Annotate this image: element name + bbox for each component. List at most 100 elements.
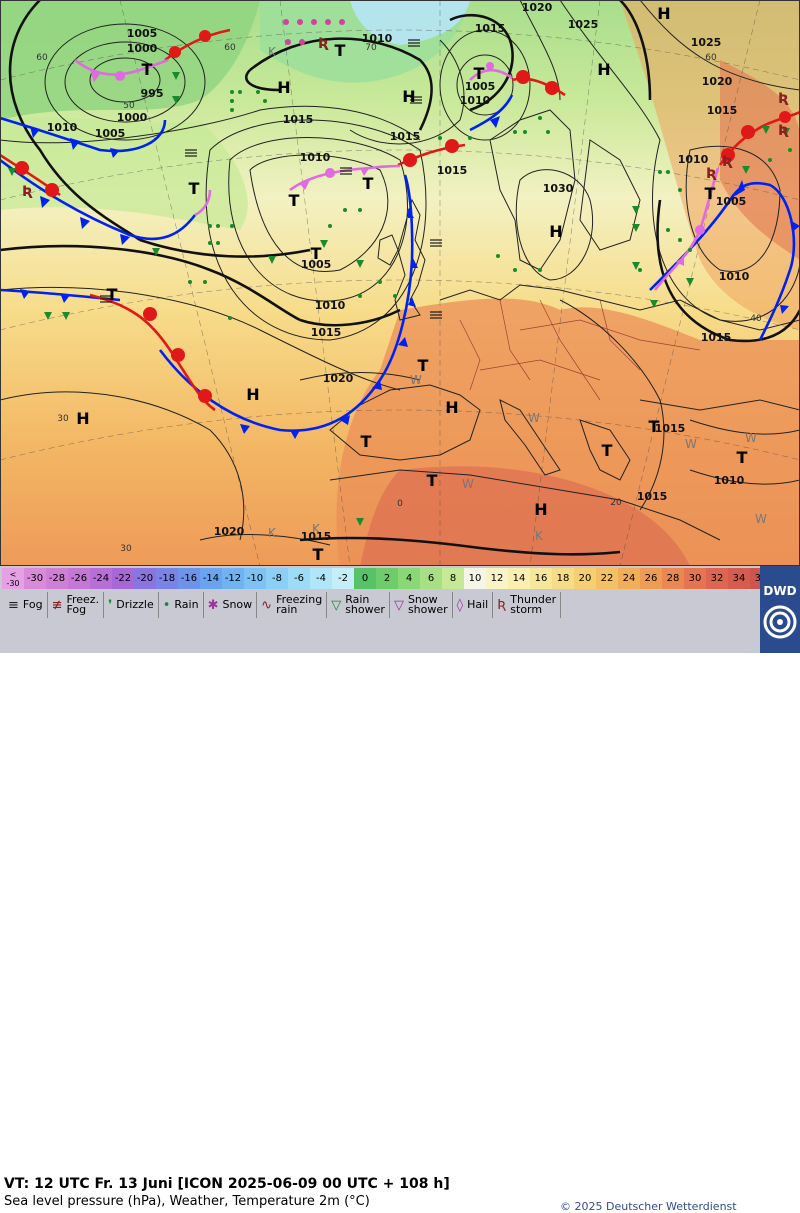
pressure-label: 1005 — [301, 258, 332, 271]
dwd-logo-text: DWD — [763, 584, 797, 598]
svg-text:K: K — [268, 526, 277, 540]
legend-freezing-fog: ≢ Freez. Fog — [48, 592, 105, 618]
scale-cell: -18 — [156, 568, 178, 589]
isotherm-label: 60 — [705, 53, 717, 63]
scale-cell: -28 — [46, 568, 68, 589]
pressure-label: 1015 — [283, 113, 314, 126]
legend-snow: ✱ Snow — [204, 592, 258, 618]
low-pressure-center: T — [474, 64, 485, 83]
svg-text:Ʀ: Ʀ — [778, 91, 789, 107]
high-pressure-center: H — [277, 78, 290, 97]
high-pressure-center: H — [657, 4, 670, 23]
svg-text:W: W — [745, 431, 757, 445]
warm-front-bumps — [15, 30, 791, 403]
legend-label: Freezing rain — [276, 593, 323, 616]
scale-cell: -20 — [134, 568, 156, 589]
legend-label: Fog — [22, 598, 43, 611]
scale-cell: -6 — [288, 568, 310, 589]
freezing-fog-icon: ≢ — [51, 597, 63, 613]
hail-icon: ◊ — [456, 597, 464, 613]
pressure-label: 1015 — [637, 490, 668, 503]
legend-rain: • Rain — [159, 592, 204, 618]
scale-cell: 34 — [728, 568, 750, 589]
pressure-label: 1010 — [47, 121, 78, 134]
scale-cell: -2 — [332, 568, 354, 589]
pressure-label: 1015 — [301, 530, 332, 543]
cool-area — [0, 0, 260, 120]
pressure-centers: H H H H H H H H H T T T T T T T T T T T T T T T T — [76, 4, 747, 564]
low-pressure-center: T — [418, 356, 429, 375]
legend-drizzle: ❜ Drizzle — [104, 592, 159, 618]
isotherm-label: 50 — [123, 101, 135, 111]
scale-cell: -12 — [222, 568, 244, 589]
shower-symbols — [8, 72, 790, 526]
pressure-label: 1010 — [678, 153, 709, 166]
legend-freezing-rain: ∿ Freezing rain — [257, 592, 328, 618]
scale-cell: 16 — [530, 568, 552, 589]
snow-icon: ✱ — [207, 597, 219, 613]
pressure-label: 1015 — [390, 130, 421, 143]
legend-label: Snow shower — [407, 593, 448, 616]
svg-text:Ʀ: Ʀ — [778, 123, 789, 139]
pressure-label: 1005 — [716, 195, 747, 208]
scale-cell: -10 — [244, 568, 266, 589]
low-pressure-center: T — [427, 471, 438, 490]
thunderstorm-icon: Ʀ — [497, 597, 507, 613]
scale-cell: -22 — [112, 568, 134, 589]
map-description: Sea level pressure (hPa), Weather, Tempe… — [4, 1194, 370, 1209]
low-pressure-center: T — [189, 179, 200, 198]
scale-cell: 2 — [376, 568, 398, 589]
pressure-label: 1020 — [214, 525, 245, 538]
pressure-label: 1015 — [437, 164, 468, 177]
scale-low-label: < -30 — [2, 568, 24, 589]
low-pressure-center: T — [705, 184, 716, 203]
pressure-label: 1020 — [702, 75, 733, 88]
pressure-label: 1010 — [362, 32, 393, 45]
temperature-scale: < -30 -30 -28 -26 -24 -22 -20 -18 -16 -14 -12 -10-… — [2, 568, 800, 589]
pressure-label: 1020 — [323, 372, 354, 385]
fog-icon: ≡ — [8, 597, 19, 613]
scale-cell: -4 — [310, 568, 332, 589]
fog-symbols — [100, 39, 442, 319]
weather-map: ƦƦƦ ƦƦƦ KK K KWW WWW W 100510009951000100… — [0, 0, 800, 566]
low-pressure-center: T — [363, 174, 374, 193]
scale-cell: 20 — [574, 568, 596, 589]
pressure-label: 995 — [141, 87, 164, 100]
high-pressure-center: H — [549, 222, 562, 241]
pressure-label: 1010 — [315, 299, 346, 312]
dwd-logo: DWD — [760, 566, 800, 653]
pressure-label: 1025 — [691, 36, 722, 49]
low-pressure-center: T — [602, 441, 613, 460]
low-pressure-center: T — [311, 244, 322, 263]
pressure-label: 1015 — [311, 326, 342, 339]
legend-label: Drizzle — [116, 598, 154, 611]
isotherm-label: 60 — [224, 43, 236, 53]
scale-cell: 28 — [662, 568, 684, 589]
low-pressure-center: T — [335, 41, 346, 60]
low-pressure-center: T — [313, 545, 324, 564]
svg-text:W: W — [528, 411, 540, 425]
scale-cell: 8 — [442, 568, 464, 589]
low-pressure-center: T — [649, 417, 660, 436]
legend-hail: ◊ Hail — [453, 592, 494, 618]
legend-rain-shower: ▽ Rain shower — [327, 592, 390, 618]
hot-area — [360, 466, 690, 566]
weather-symbol-legend: ≡ Fog ≢ Freez. Fog ❜ Drizzle • Rain ✱ Snow ∿ Freezi… — [4, 590, 562, 620]
scale-cell: -30 — [24, 568, 46, 589]
scale-cell: 10 — [464, 568, 486, 589]
high-pressure-center: H — [534, 500, 547, 519]
low-pressure-center: T — [737, 448, 748, 467]
pressure-label: 1005 — [465, 80, 496, 93]
scale-cell: -16 — [178, 568, 200, 589]
scale-cell: 6 — [420, 568, 442, 589]
temperature-isotherm-labels: 60 60 70 50 60 40 30 20 30 0 — [36, 43, 762, 554]
pressure-label: 1030 — [543, 182, 574, 195]
rain-shower-icon: ▽ — [331, 597, 342, 613]
scale-cell: 4 — [398, 568, 420, 589]
legend-label: Thunder storm — [510, 593, 557, 616]
isotherm-label: 30 — [120, 544, 132, 554]
pressure-label: 1025 — [568, 18, 599, 31]
pressure-label: 1015 — [475, 22, 506, 35]
rain-symbols — [188, 90, 792, 320]
svg-text:K: K — [535, 529, 544, 543]
